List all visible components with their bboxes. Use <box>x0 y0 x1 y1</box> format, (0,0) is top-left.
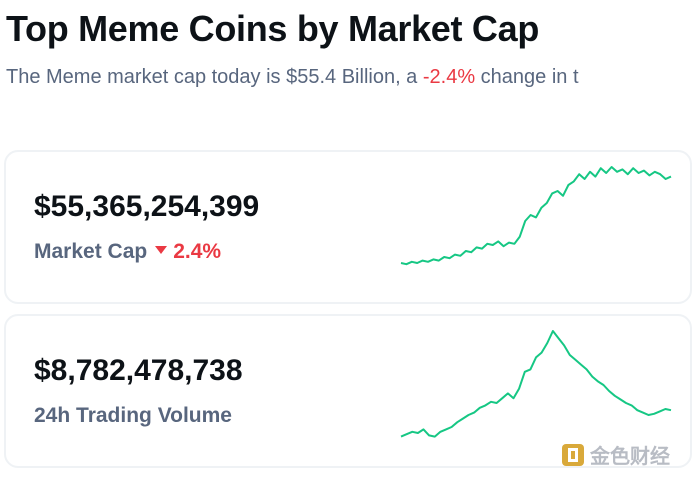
market-cap-value: $55,365,254,399 <box>34 190 260 223</box>
market-cap-label: Market Cap <box>34 240 148 263</box>
market-cap-card[interactable]: $55,365,254,399 Market Cap 2.4% <box>4 150 692 304</box>
brand-logo-icon <box>562 443 584 466</box>
market-cap-label-row: Market Cap 2.4% <box>34 240 221 264</box>
market-summary-text: The Meme market cap today is $55.4 Billi… <box>6 66 579 89</box>
watermark-text: 金色财经 <box>590 444 670 468</box>
caret-down-icon <box>155 246 168 255</box>
trading-volume-sparkline <box>400 330 672 438</box>
page-title: Top Meme Coins by Market Cap <box>6 8 540 49</box>
watermark: 金色财经 <box>560 440 670 469</box>
sparkline-path <box>400 166 672 266</box>
market-cap-change: 2.4% <box>173 240 222 263</box>
summary-suffix: change in t <box>475 66 579 88</box>
trading-volume-value: $8,782,478,738 <box>34 354 243 387</box>
summary-change: -2.4% <box>422 66 476 88</box>
trading-volume-card[interactable]: $8,782,478,738 24h Trading Volume <box>4 314 692 468</box>
market-cap-sparkline <box>400 166 672 266</box>
sparkline-path <box>400 330 672 438</box>
summary-prefix: The Meme market cap today is $55.4 Billi… <box>6 66 423 88</box>
trading-volume-label: 24h Trading Volume <box>34 404 232 427</box>
